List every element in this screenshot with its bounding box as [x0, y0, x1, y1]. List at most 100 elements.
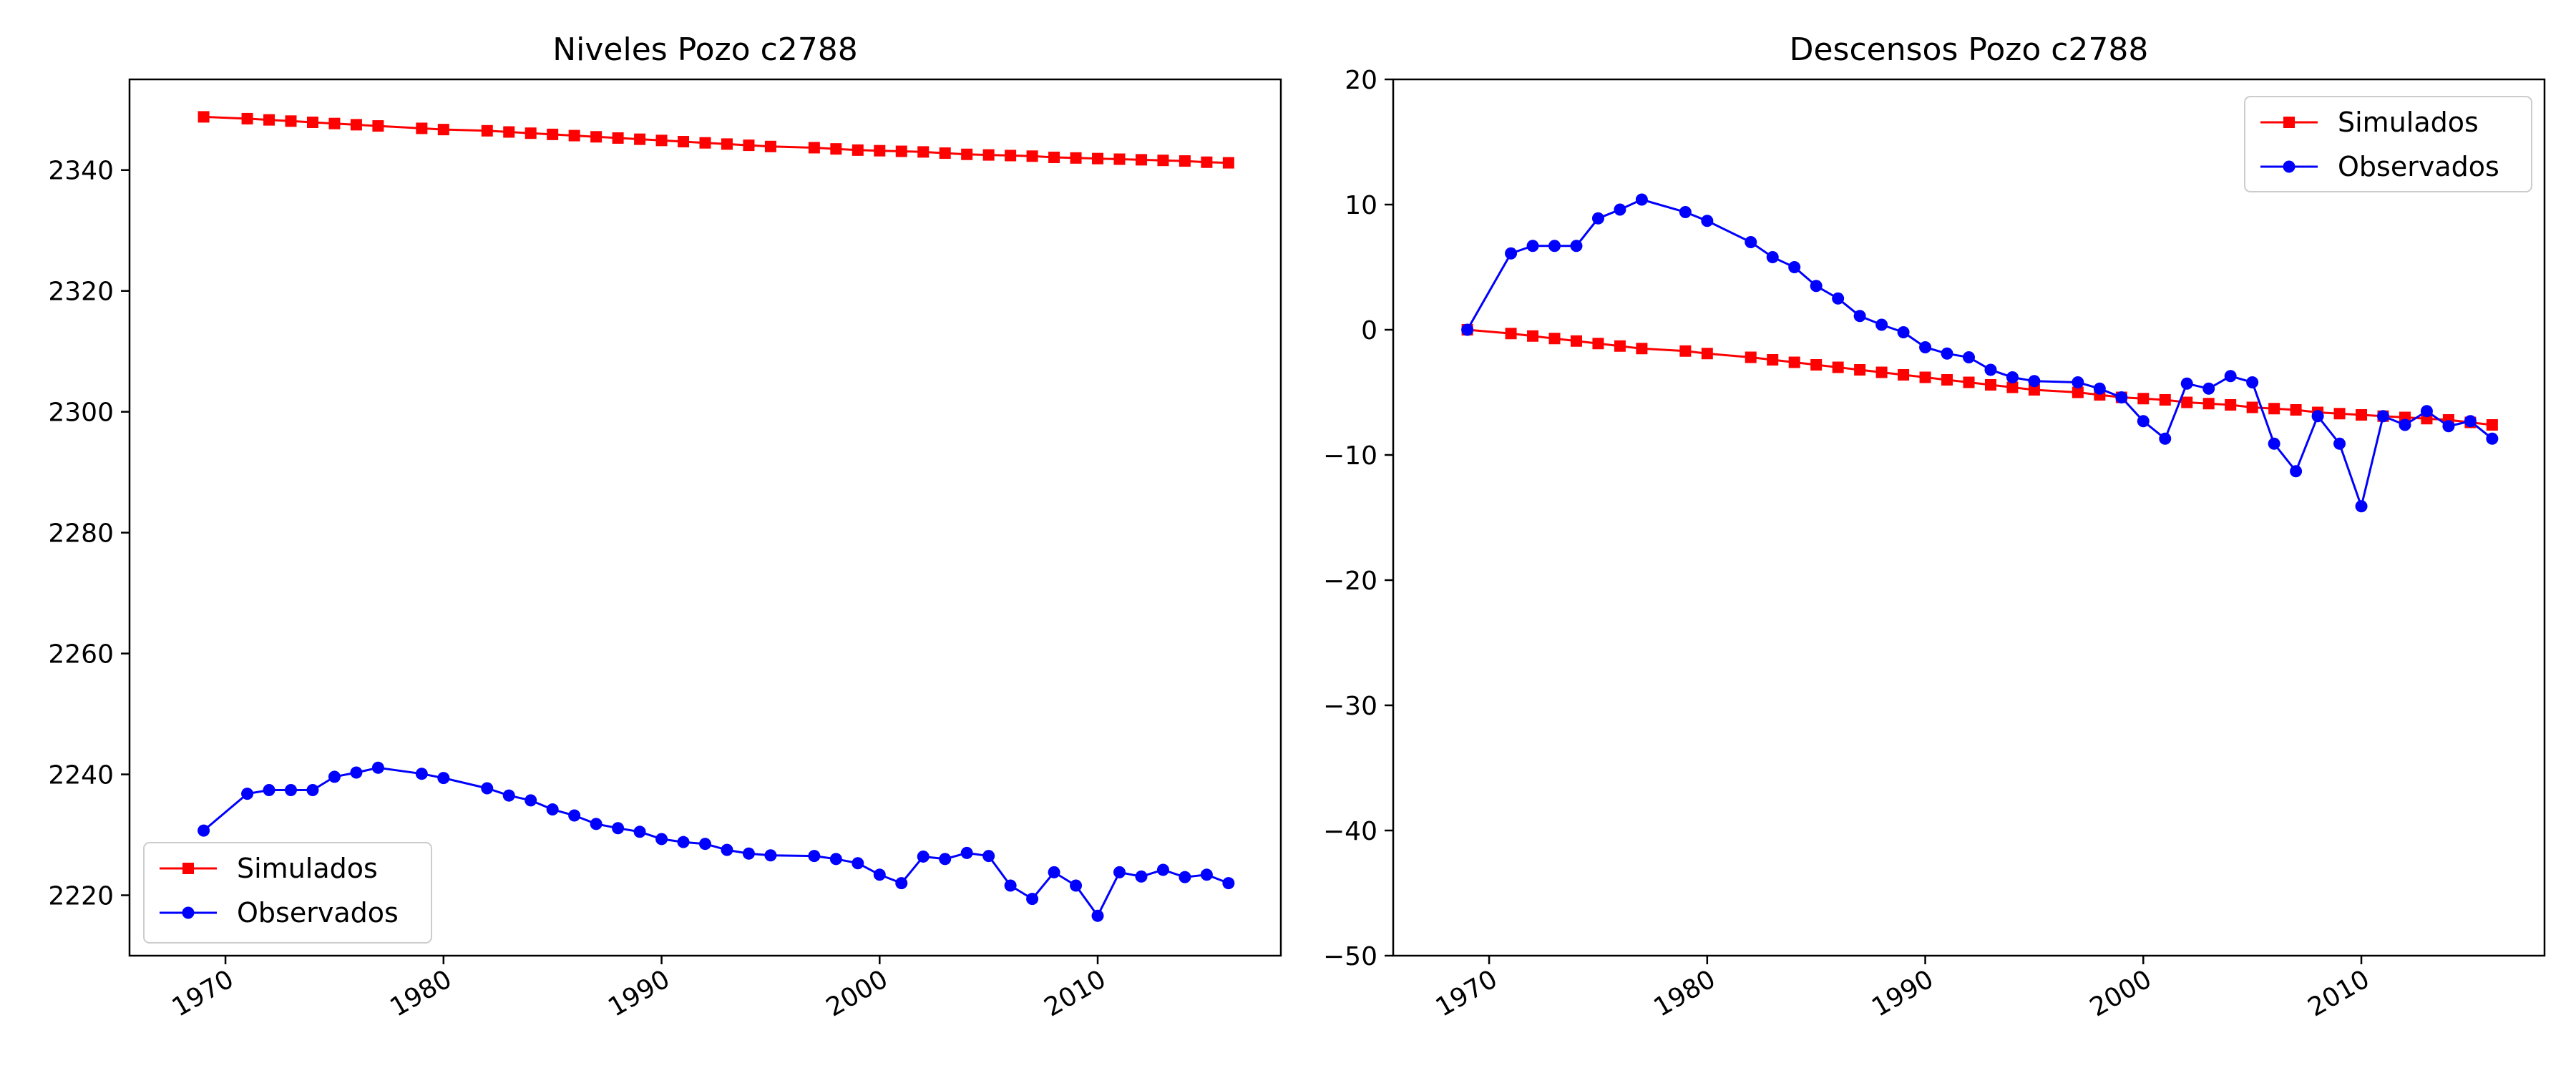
data-point-simulados	[1201, 156, 1213, 168]
data-point-simulados	[437, 124, 449, 136]
data-point-observados	[1701, 215, 1714, 227]
data-point-simulados	[1548, 333, 1561, 345]
data-point-observados	[1788, 261, 1801, 273]
y-tick-label: 0	[1361, 316, 1377, 346]
legend-marker-observados	[2283, 160, 2296, 173]
data-point-observados	[2159, 432, 2172, 445]
data-point-simulados	[1898, 369, 1910, 381]
data-point-observados	[1113, 866, 1126, 878]
data-point-simulados	[416, 122, 428, 134]
data-point-simulados	[1070, 152, 1082, 164]
data-point-observados	[1832, 292, 1845, 305]
data-point-simulados	[852, 144, 864, 156]
data-point-simulados	[655, 134, 668, 147]
data-point-simulados	[1570, 335, 1582, 347]
data-point-simulados	[1092, 152, 1104, 165]
data-point-simulados	[1919, 371, 1931, 383]
legend-marker-observados	[182, 906, 195, 919]
data-point-simulados	[1113, 153, 1126, 165]
data-point-simulados	[2006, 381, 2019, 393]
data-point-simulados	[1179, 155, 1191, 167]
data-point-simulados	[2333, 408, 2346, 420]
data-point-observados	[633, 825, 646, 838]
data-point-simulados	[1505, 328, 1517, 340]
data-point-simulados	[764, 140, 776, 152]
data-point-simulados	[1984, 379, 1996, 391]
data-point-observados	[1026, 893, 1039, 906]
data-point-observados	[2115, 391, 2128, 403]
data-point-simulados	[1048, 151, 1060, 163]
data-point-observados	[1070, 879, 1083, 892]
data-point-observados	[808, 850, 821, 863]
data-point-simulados	[961, 148, 973, 160]
data-point-observados	[960, 846, 973, 859]
data-point-simulados	[2356, 409, 2368, 421]
data-point-observados	[241, 788, 254, 800]
data-point-simulados	[1614, 340, 1626, 352]
data-point-observados	[1461, 323, 1474, 336]
data-point-simulados	[197, 111, 210, 123]
data-point-observados	[2006, 371, 2019, 383]
data-point-observados	[1635, 193, 1648, 206]
data-point-observados	[1679, 206, 1692, 218]
data-point-simulados	[1810, 359, 1823, 371]
data-point-observados	[1548, 240, 1561, 253]
data-point-observados	[1156, 863, 1169, 876]
chart-title: Niveles Pozo c2788	[552, 31, 858, 68]
x-tick-label: 2000	[2085, 964, 2157, 1022]
data-point-observados	[1570, 240, 1583, 253]
data-point-observados	[939, 853, 952, 866]
data-point-simulados	[634, 133, 646, 145]
data-point-observados	[2311, 410, 2324, 423]
data-point-simulados	[285, 115, 297, 127]
data-point-observados	[328, 770, 341, 783]
data-point-observados	[502, 789, 515, 802]
chart-title: Descensos Pozo c2788	[1790, 31, 2149, 68]
data-point-observados	[1591, 212, 1604, 225]
data-point-simulados	[1026, 150, 1038, 162]
data-point-observados	[2093, 382, 2106, 395]
data-point-simulados	[568, 129, 580, 142]
legend-label-observados: Observados	[2338, 151, 2499, 182]
data-point-simulados	[1788, 356, 1800, 368]
x-tick-label: 1990	[1867, 964, 1938, 1022]
y-tick-label: 2280	[48, 519, 114, 549]
data-point-simulados	[895, 145, 907, 157]
data-point-observados	[1875, 318, 1888, 331]
data-point-simulados	[721, 138, 733, 150]
data-point-observados	[1200, 868, 1213, 881]
data-point-simulados	[525, 127, 537, 139]
y-tick-label: −50	[1323, 942, 1377, 971]
data-point-simulados	[699, 137, 711, 149]
data-point-simulados	[830, 143, 842, 155]
data-point-observados	[1963, 351, 1975, 363]
data-point-observados	[1766, 251, 1779, 263]
data-point-observados	[481, 782, 494, 795]
data-point-simulados	[2202, 398, 2215, 410]
data-point-observados	[2355, 500, 2368, 513]
x-axis: 1970 1980 1990 2000 2010	[167, 956, 1111, 1023]
y-tick-label: 2240	[48, 761, 114, 790]
data-point-simulados	[1941, 374, 1953, 386]
data-point-simulados	[2159, 394, 2171, 406]
chart-descensos: Descensos Pozo c2788 −50 −40 −30 −20 −10 0 10 2…	[1323, 31, 2546, 1023]
data-point-observados	[546, 803, 559, 816]
legend-box	[2244, 96, 2532, 192]
y-tick-label: 2320	[48, 278, 114, 307]
data-point-simulados	[372, 120, 384, 132]
x-tick-label: 1980	[385, 964, 457, 1022]
data-point-simulados	[328, 117, 341, 129]
data-point-simulados	[743, 139, 755, 152]
x-tick-label: 1990	[603, 964, 675, 1022]
data-point-observados	[2333, 437, 2346, 450]
x-tick-label: 1980	[1649, 964, 1720, 1022]
plot-area	[1392, 78, 2546, 957]
legend-label-simulados: Simulados	[2338, 107, 2479, 138]
series-layer	[1461, 193, 2499, 513]
data-point-simulados	[590, 131, 602, 143]
y-tick-label: −30	[1323, 692, 1377, 721]
data-point-observados	[525, 794, 537, 807]
data-point-simulados	[1832, 361, 1844, 373]
legend-marker-simulados	[2283, 117, 2295, 128]
data-point-simulados	[503, 126, 515, 138]
